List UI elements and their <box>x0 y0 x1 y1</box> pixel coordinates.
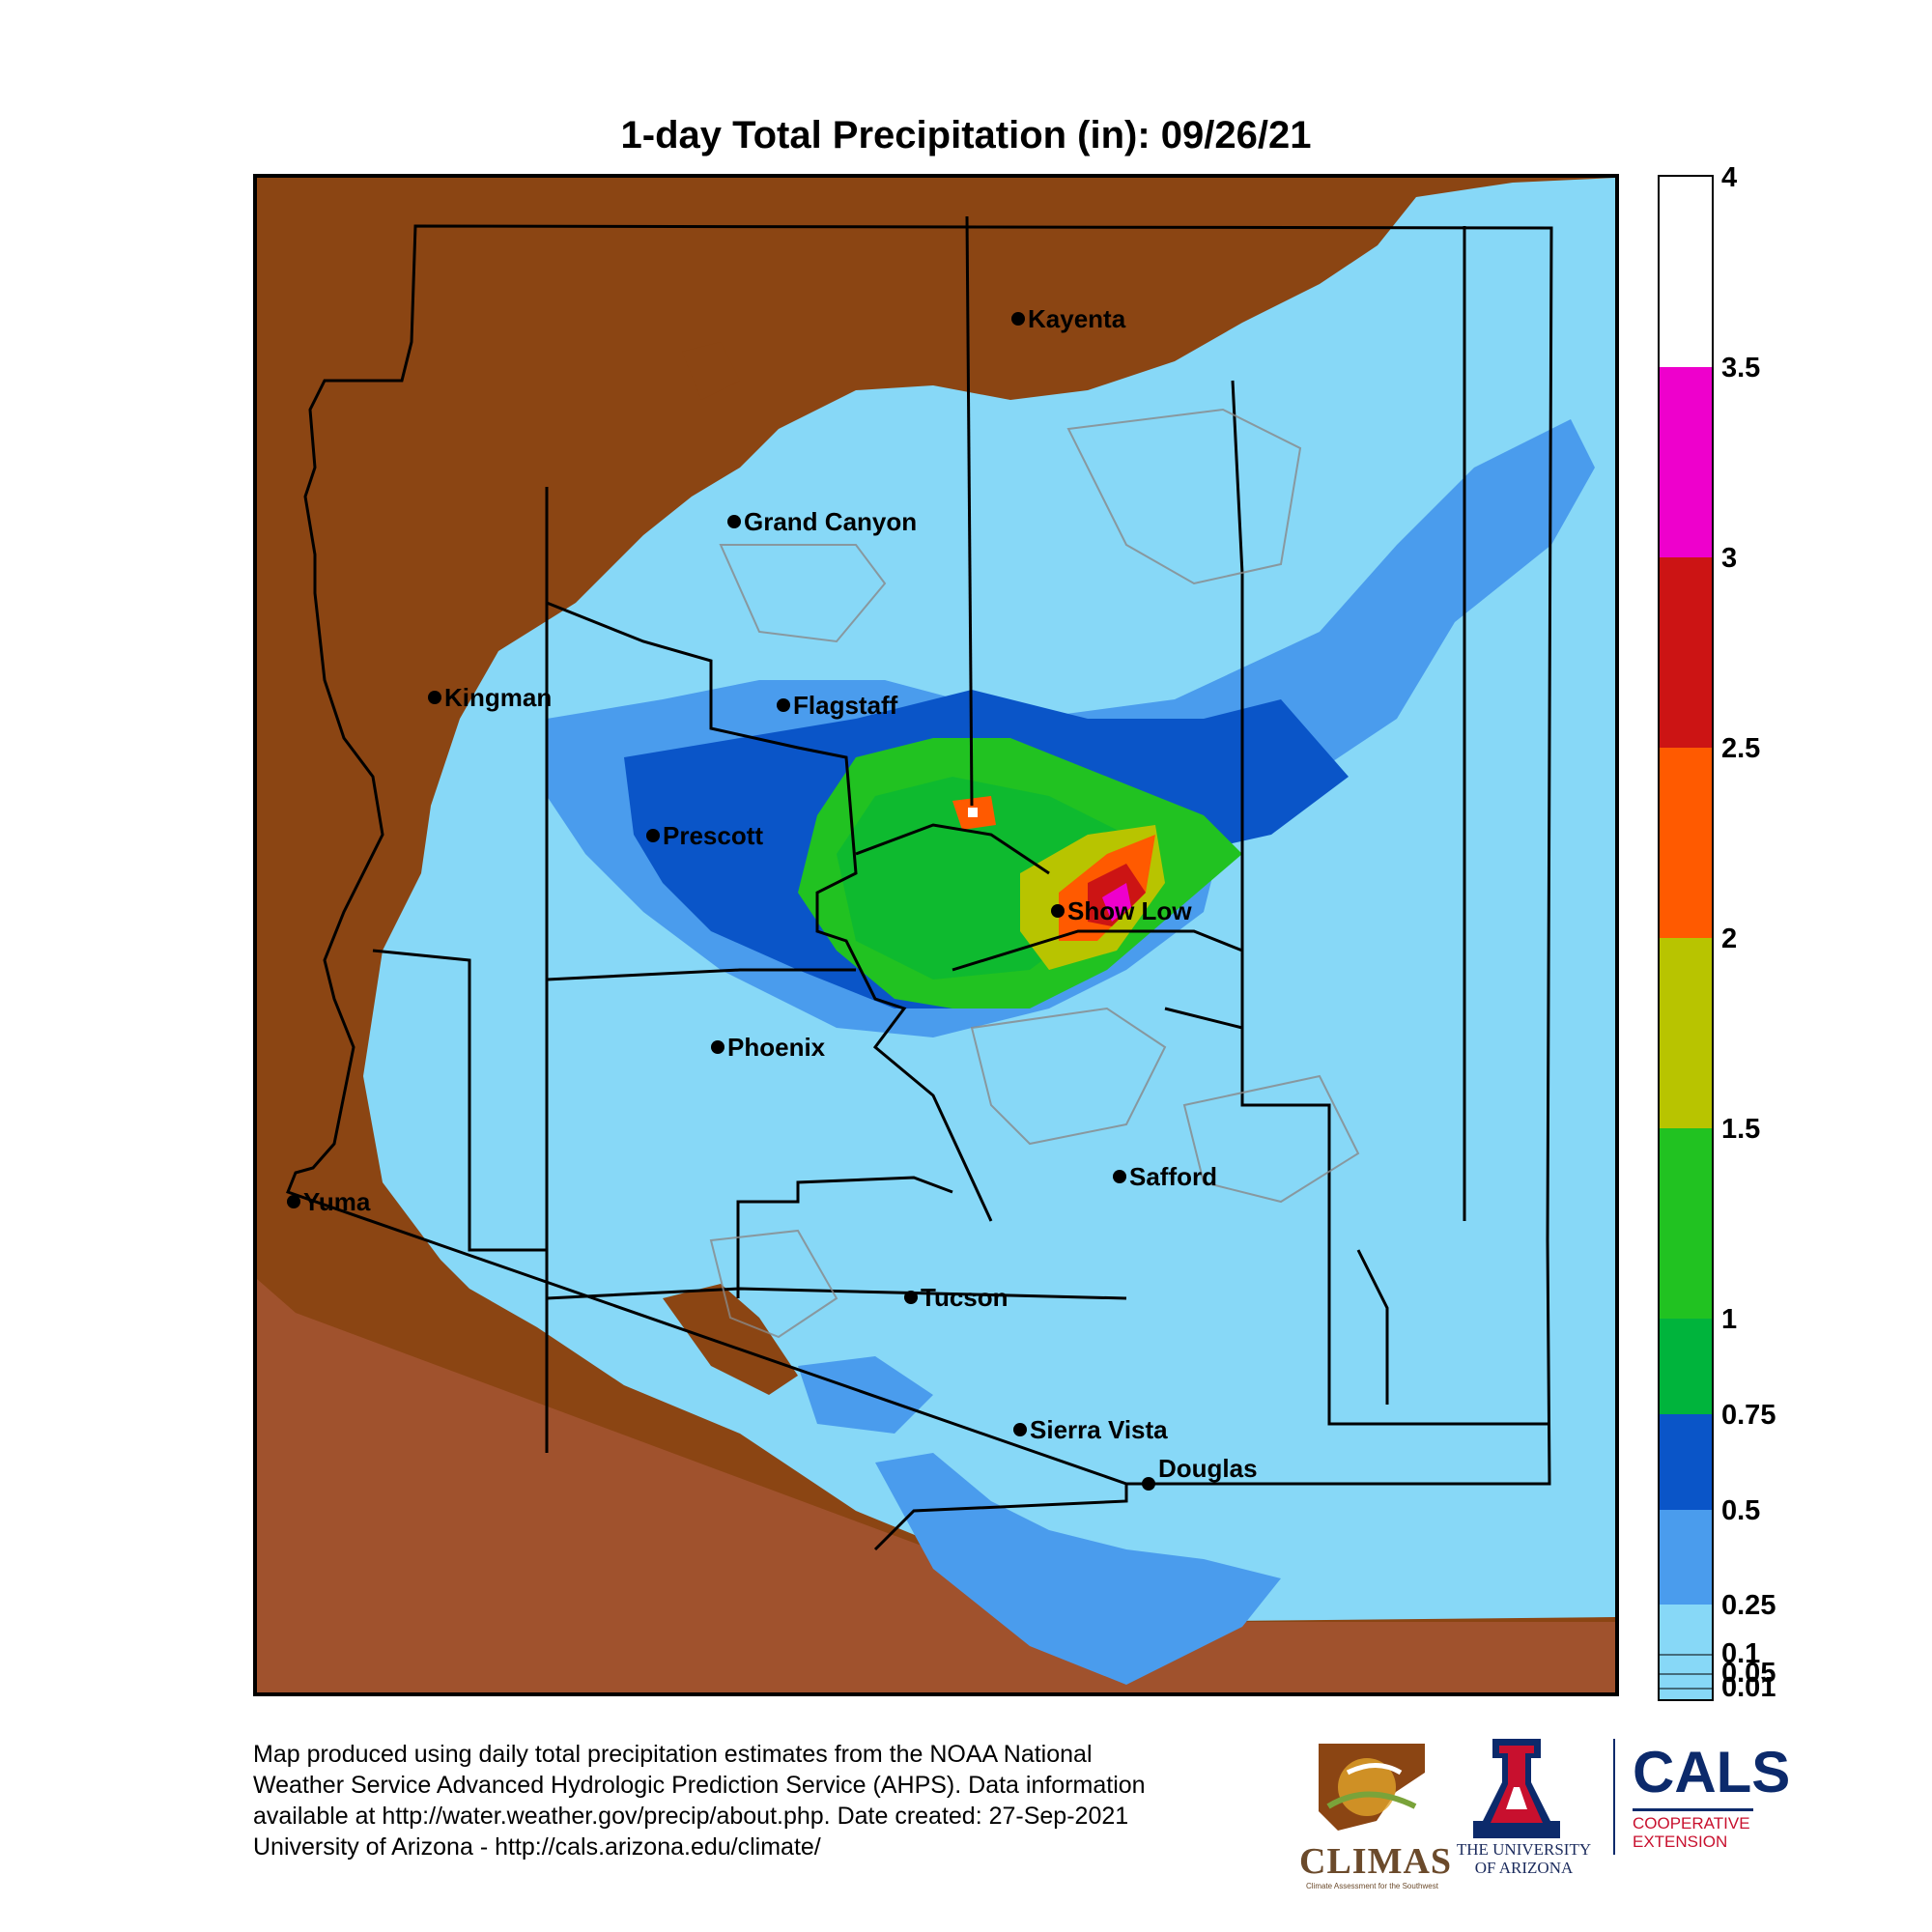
cals-subtitle: COOPERATIVE EXTENSION <box>1633 1814 1750 1851</box>
logo-graphics <box>1319 1739 1560 1838</box>
footer-line: available at http://water.weather.gov/pr… <box>253 1803 1129 1830</box>
city-label: Kayenta <box>1028 304 1126 333</box>
legend-tick-label: 4 <box>1721 162 1738 193</box>
city-safford: Safford <box>1113 1162 1217 1191</box>
legend-tick-label: 3.5 <box>1721 353 1761 384</box>
city-yuma: Yuma <box>287 1187 371 1216</box>
band-2-2.5 <box>1660 748 1712 938</box>
city-flagstaff: Flagstaff <box>777 691 898 720</box>
city-grand-canyon: Grand Canyon <box>727 507 917 536</box>
precip-flagstaff-peak <box>968 808 978 817</box>
legend-tick-label: 2 <box>1721 923 1738 954</box>
city-tucson: Tucson <box>904 1283 1009 1312</box>
city-phoenix: Phoenix <box>711 1033 826 1062</box>
city-dot <box>1051 904 1065 918</box>
legend-tick-label: 0.75 <box>1721 1400 1776 1431</box>
city-label: Phoenix <box>727 1033 826 1062</box>
map-footer-note: Map produced using daily total precipita… <box>253 1739 1277 1862</box>
arizona-state-border <box>286 224 1553 1486</box>
city-dot <box>1142 1477 1155 1491</box>
legend-tick-label: 0.1 <box>1721 1638 1761 1669</box>
band-3-3.5 <box>1660 367 1712 557</box>
ua-line: OF ARIZONA <box>1474 1859 1574 1877</box>
map-canvas: Kayenta Grand Canyon Kingman Flagstaff P… <box>257 178 1615 1692</box>
university-of-arizona-logo-icon <box>1473 1739 1560 1838</box>
climas-tagline: Climate Assessment for the Southwest <box>1306 1882 1438 1890</box>
city-show-low: Show Low <box>1051 896 1192 925</box>
city-label: Grand Canyon <box>744 507 917 536</box>
legend-tick-label: 0.05 <box>1721 1658 1776 1689</box>
city-label: Kingman <box>444 683 552 712</box>
footer-line: Map produced using daily total precipita… <box>253 1741 1093 1768</box>
mexico-region <box>257 1279 1615 1692</box>
city-sierra-vista: Sierra Vista <box>1013 1415 1168 1444</box>
city-douglas: Douglas <box>1142 1454 1258 1491</box>
band-0.5-0.75 <box>1660 1414 1712 1510</box>
cals-wordmark: CALS <box>1633 1740 1791 1804</box>
city-label: Sierra Vista <box>1030 1415 1168 1444</box>
city-markers: Kayenta Grand Canyon Kingman Flagstaff P… <box>287 304 1258 1491</box>
band-0.01-0.25 <box>1660 1605 1712 1699</box>
city-dot <box>287 1195 300 1208</box>
map-title: 1-day Total Precipitation (in): 09/26/21 <box>620 114 1312 156</box>
legend-tick-label: 0.01 <box>1721 1672 1776 1703</box>
legend-tick-label: 2.5 <box>1721 733 1761 764</box>
legend-tick-label: 0.5 <box>1721 1495 1761 1526</box>
city-label: Douglas <box>1158 1454 1258 1483</box>
city-dot <box>777 698 790 712</box>
band-1-1.5 <box>1660 1128 1712 1319</box>
city-dot <box>1113 1170 1126 1183</box>
legend-tick-label: 3 <box>1721 543 1738 574</box>
legend-tick-label: 0.25 <box>1721 1590 1776 1621</box>
cals-underline <box>1633 1808 1753 1811</box>
city-dot <box>711 1040 724 1054</box>
precip-3-3.5-region <box>1102 883 1131 922</box>
city-dot <box>1011 312 1025 326</box>
colorbar-bands <box>1660 177 1712 1699</box>
precipitation-map: Kayenta Grand Canyon Kingman Flagstaff P… <box>253 174 1619 1696</box>
city-dot <box>646 829 660 842</box>
city-label: Show Low <box>1067 896 1192 925</box>
band-0.75-1 <box>1660 1319 1712 1414</box>
city-dot <box>1013 1423 1027 1436</box>
dry-patch-south <box>663 1284 798 1395</box>
dry-patch-north <box>682 342 740 400</box>
land-boundaries <box>709 408 1360 1339</box>
precip-0.25-0.5-south <box>875 1453 1281 1685</box>
climas-logo-icon <box>1319 1744 1425 1831</box>
city-label: Safford <box>1129 1162 1217 1191</box>
footer-line: University of Arizona - http://cals.ariz… <box>253 1833 821 1861</box>
county-boundaries <box>372 215 1548 1551</box>
legend-tick-label: 1 <box>1721 1304 1738 1335</box>
city-label: Prescott <box>663 821 763 850</box>
legend-tick-label: 1.5 <box>1721 1114 1761 1145</box>
university-of-arizona-wordmark: THE UNIVERSITY OF ARIZONA <box>1454 1840 1594 1877</box>
city-label: Yuma <box>303 1187 371 1216</box>
city-kingman: Kingman <box>428 683 552 712</box>
cals-sub-line: COOPERATIVE <box>1633 1814 1750 1833</box>
ua-line: THE UNIVERSITY <box>1456 1840 1592 1859</box>
climas-wordmark: CLIMAS <box>1299 1841 1453 1882</box>
city-prescott: Prescott <box>646 821 763 850</box>
band-0.25-0.5 <box>1660 1510 1712 1605</box>
band-1.5-2 <box>1660 938 1712 1128</box>
city-dot <box>428 691 441 704</box>
logo-divider <box>1613 1739 1615 1855</box>
city-kayenta: Kayenta <box>1011 304 1126 333</box>
city-dot <box>727 515 741 528</box>
city-dot <box>904 1291 918 1304</box>
city-label: Tucson <box>921 1283 1009 1312</box>
footer-line: Weather Service Advanced Hydrologic Pred… <box>253 1772 1146 1799</box>
precip-0.25-0.5-tucson <box>798 1356 933 1434</box>
cals-sub-line: EXTENSION <box>1633 1833 1728 1851</box>
band-2.5-3 <box>1660 557 1712 748</box>
band-3.5-4 <box>1660 177 1712 367</box>
city-label: Flagstaff <box>793 691 898 720</box>
legend-colorbar <box>1658 175 1714 1701</box>
